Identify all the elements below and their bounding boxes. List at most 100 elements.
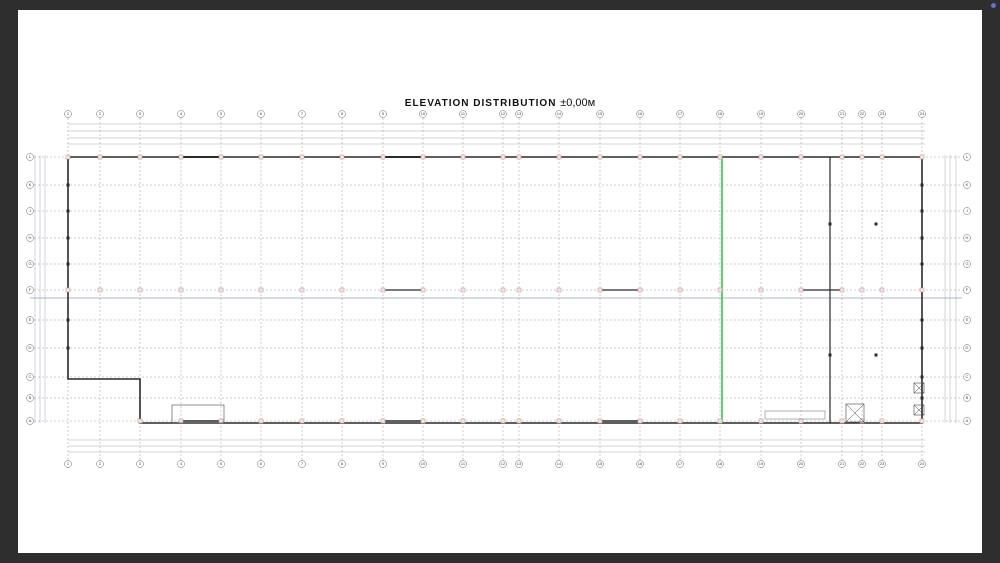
grid-column-label: 2 xyxy=(99,111,102,116)
grid-bubble xyxy=(459,110,467,118)
column-marker xyxy=(597,154,603,160)
column-marker xyxy=(339,418,345,424)
grid-bubble xyxy=(298,110,306,118)
column-marker xyxy=(859,418,865,424)
grid-column-label: 17 xyxy=(678,111,683,116)
column-marker xyxy=(874,222,878,226)
grid-row-label: E xyxy=(966,317,969,322)
level-text: ±0,00м xyxy=(560,97,596,109)
column-marker xyxy=(637,418,643,424)
column-marker xyxy=(516,154,522,160)
column-marker xyxy=(218,418,224,424)
column-marker xyxy=(677,418,683,424)
grid-column-label: 23 xyxy=(880,111,885,116)
grid-bubble xyxy=(963,286,971,294)
grid-bubble xyxy=(379,460,387,468)
grid-column-label: 16 xyxy=(638,111,643,116)
column-marker xyxy=(919,287,925,293)
column-marker xyxy=(874,353,878,357)
grid-bubble xyxy=(838,110,846,118)
grid-column-label: 3 xyxy=(139,461,142,466)
grid-column-label: 11 xyxy=(461,461,466,466)
grid-row-label: H xyxy=(29,235,32,240)
grid-column-label: 20 xyxy=(799,111,804,116)
grid-row-label: G xyxy=(965,261,968,266)
column-marker xyxy=(839,287,845,293)
vent-block xyxy=(913,382,925,394)
grid-bubble xyxy=(96,110,104,118)
grid-row-label: B xyxy=(966,395,969,400)
grid-bubble xyxy=(298,460,306,468)
shaft-cross xyxy=(845,403,865,423)
column-marker xyxy=(798,287,804,293)
grid-column-label: 12 xyxy=(501,111,506,116)
column-marker xyxy=(859,154,865,160)
grid-row-label: G xyxy=(28,261,31,266)
grid-bubble xyxy=(596,460,604,468)
grid-row-label: D xyxy=(29,345,32,350)
grid-bubble xyxy=(555,460,563,468)
grid-bubble xyxy=(636,460,644,468)
grid-bubble xyxy=(878,110,886,118)
grid-bubble xyxy=(963,260,971,268)
grid-column-label: 6 xyxy=(260,461,263,466)
grid-row-label: H xyxy=(966,235,969,240)
grid-column-label: 22 xyxy=(860,111,865,116)
column-marker xyxy=(339,287,345,293)
column-marker xyxy=(97,154,103,160)
column-marker xyxy=(920,262,924,266)
grid-bubble xyxy=(716,460,724,468)
column-marker xyxy=(258,418,264,424)
title-text: ELEVATION DISTRIBUTION xyxy=(404,98,557,109)
grid-column-label: 2 xyxy=(99,461,102,466)
grid-row-label: J xyxy=(29,208,31,213)
column-marker xyxy=(717,154,723,160)
grid-bubble xyxy=(963,417,971,425)
grid-bubble xyxy=(963,153,971,161)
grid-column-label: 23 xyxy=(880,461,885,466)
grid-column-label: 7 xyxy=(301,111,304,116)
column-marker xyxy=(339,154,345,160)
grid-bubble xyxy=(217,110,225,118)
grid-row-label: C xyxy=(966,374,969,379)
column-marker xyxy=(677,287,683,293)
grid-bubble xyxy=(499,460,507,468)
grid-bubble xyxy=(918,460,926,468)
column-marker xyxy=(137,418,143,424)
status-dot xyxy=(991,3,996,8)
column-marker xyxy=(460,418,466,424)
column-marker xyxy=(65,154,71,160)
column-marker xyxy=(218,154,224,160)
column-marker xyxy=(828,353,832,357)
column-marker xyxy=(299,418,305,424)
column-marker xyxy=(258,154,264,160)
grid-bubble xyxy=(963,207,971,215)
column-marker xyxy=(460,287,466,293)
grid-bubble xyxy=(26,153,34,161)
column-marker xyxy=(420,418,426,424)
grid-bubble xyxy=(918,110,926,118)
column-marker xyxy=(839,418,845,424)
grid-bubble xyxy=(26,316,34,324)
column-marker xyxy=(516,418,522,424)
grid-column-label: 12 xyxy=(501,461,506,466)
grid-column-label: 8 xyxy=(341,461,344,466)
grid-row-label: K xyxy=(966,182,969,187)
grid-column-label: 21 xyxy=(840,111,845,116)
grid-bubble xyxy=(596,110,604,118)
grid-bubble xyxy=(64,460,72,468)
column-marker xyxy=(420,287,426,293)
column-marker xyxy=(380,418,386,424)
grid-column-label: 15 xyxy=(598,461,603,466)
grid-bubble xyxy=(26,417,34,425)
grid-column-label: 19 xyxy=(759,111,764,116)
vent-cross xyxy=(913,382,925,394)
vent-cross xyxy=(913,404,925,416)
grid-bubble xyxy=(636,110,644,118)
column-marker xyxy=(137,287,143,293)
grid-bubble xyxy=(963,234,971,242)
grid-bubble xyxy=(878,460,886,468)
grid-bubble xyxy=(26,286,34,294)
grid-column-label: 7 xyxy=(301,461,304,466)
